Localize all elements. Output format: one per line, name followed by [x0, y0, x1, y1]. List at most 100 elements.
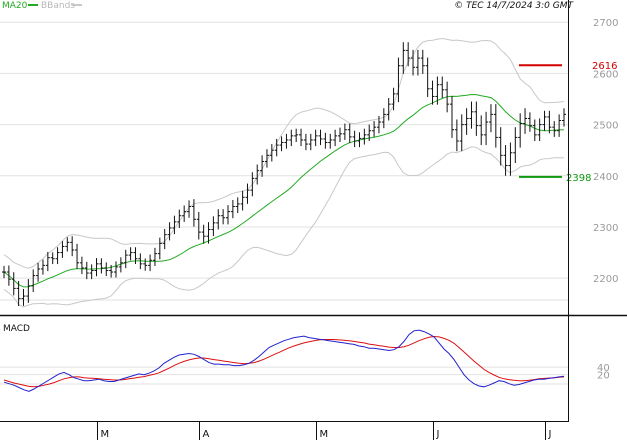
- ohlc-bar: [527, 112, 532, 132]
- x-tick-label: J: [436, 429, 440, 440]
- ohlc-bar: [333, 129, 338, 147]
- ohlc-bar: [435, 76, 440, 105]
- ohlc-bar: [352, 130, 357, 148]
- ohlc-bar: [255, 164, 260, 185]
- ohlc-bar: [479, 115, 484, 146]
- copyright-text: © TEC 14/7/2024 3:0 GMT: [454, 1, 574, 11]
- ohlc-bar: [279, 136, 284, 152]
- ohlc-bar: [396, 57, 401, 103]
- ohlc-bar: [60, 241, 65, 258]
- ohlc-bar: [338, 127, 342, 143]
- ohlc-bar: [138, 253, 143, 270]
- bband-upper-line: [3, 37, 565, 269]
- macd-ytick-label: 40: [597, 363, 610, 374]
- ohlc-bar: [415, 49, 420, 76]
- ohlc-bar: [284, 133, 289, 149]
- ohlc-bar: [79, 256, 84, 275]
- ohlc-bar: [206, 222, 211, 244]
- ohlc-bar: [2, 265, 6, 279]
- ohlc-bar: [323, 132, 328, 149]
- ohlc-bar: [260, 155, 265, 177]
- ohlc-bar: [440, 76, 445, 98]
- x-tick-label: M: [320, 429, 329, 440]
- x-tick-label: A: [203, 429, 210, 440]
- ohlc-bar: [152, 247, 157, 266]
- ohlc-bar: [425, 57, 430, 97]
- ohlc-bar: [40, 259, 45, 275]
- price-ytick-label: 2600: [593, 69, 618, 80]
- ohlc-bar: [221, 209, 226, 225]
- legend-ma20: MA20: [2, 1, 28, 11]
- ohlc-bar: [191, 199, 196, 227]
- ohlc-bar: [45, 251, 50, 272]
- ohlc-bar: [488, 104, 493, 133]
- ohlc-bar: [562, 108, 566, 127]
- ohlc-bar: [420, 49, 425, 74]
- ohlc-bar: [503, 145, 508, 176]
- legend-ma20-swatch: [28, 4, 38, 6]
- ohlc-bar: [133, 247, 138, 265]
- ohlc-bar: [75, 243, 80, 269]
- ohlc-bar: [65, 237, 70, 252]
- ohlc-bar: [31, 269, 36, 292]
- ohlc-bar: [89, 264, 94, 280]
- ohlc-bar: [303, 133, 308, 151]
- ohlc-bar: [6, 265, 11, 286]
- ohlc-bar: [16, 281, 21, 307]
- ohlc-bar: [513, 127, 518, 163]
- price-ytick-label: 2700: [593, 18, 618, 29]
- ohlc-bar: [94, 258, 99, 277]
- ohlc-bar: [148, 254, 153, 272]
- price-ytick-label: 2500: [593, 121, 618, 132]
- ohlc-bar: [250, 172, 255, 197]
- ohlc-bar: [557, 114, 562, 137]
- ohlc-bar: [36, 262, 41, 282]
- ohlc-bar: [55, 247, 60, 265]
- ohlc-bar: [240, 190, 245, 211]
- ohlc-bar: [216, 209, 221, 230]
- price-ytick-label: 2400: [593, 172, 618, 183]
- ohlc-bar: [289, 129, 294, 147]
- ohlc-bar: [308, 133, 313, 151]
- ohlc-bar: [386, 97, 391, 121]
- macd-ytick-label: 20: [597, 371, 610, 382]
- ohlc-bar: [523, 108, 528, 134]
- ohlc-bar: [114, 261, 118, 278]
- ohlc-bar: [230, 199, 235, 219]
- ohlc-bar: [269, 144, 274, 162]
- ohlc-bar: [182, 205, 187, 222]
- ohlc-bar: [445, 81, 450, 113]
- ohlc-bar: [411, 49, 416, 76]
- legend-bbands-swatch: [72, 4, 82, 6]
- ohlc-bar: [21, 288, 26, 306]
- ohlc-bar: [347, 123, 352, 144]
- ohlc-bar: [484, 111, 489, 146]
- ohlc-bar: [99, 258, 104, 274]
- resistance-level-label: 2616: [592, 61, 617, 72]
- x-tick-label: J: [548, 429, 552, 440]
- ohlc-bar: [518, 113, 523, 148]
- ohlc-bar: [362, 128, 367, 145]
- legend: MA20 BBands: [2, 1, 82, 11]
- macd-line: [3, 329, 565, 392]
- ohlc-bar: [547, 110, 552, 134]
- ma20-line: [3, 93, 565, 288]
- ohlc-bar: [11, 272, 16, 296]
- ohlc-bar: [459, 114, 464, 152]
- ohlc-bar: [177, 209, 182, 229]
- ohlc-bar: [328, 133, 333, 149]
- ohlc-bar: [123, 249, 128, 269]
- ohlc-bar: [430, 80, 435, 105]
- ohlc-bar: [474, 101, 479, 136]
- ohlc-bar: [508, 142, 513, 176]
- ohlc-bar: [187, 200, 192, 218]
- macd-signal-line: [3, 335, 565, 388]
- ohlc-bar: [264, 149, 269, 168]
- ohlc-bar: [454, 119, 459, 152]
- ohlc-bar: [401, 42, 406, 74]
- bband-lower-line: [3, 146, 565, 308]
- price-ytick-label: 2200: [593, 274, 618, 285]
